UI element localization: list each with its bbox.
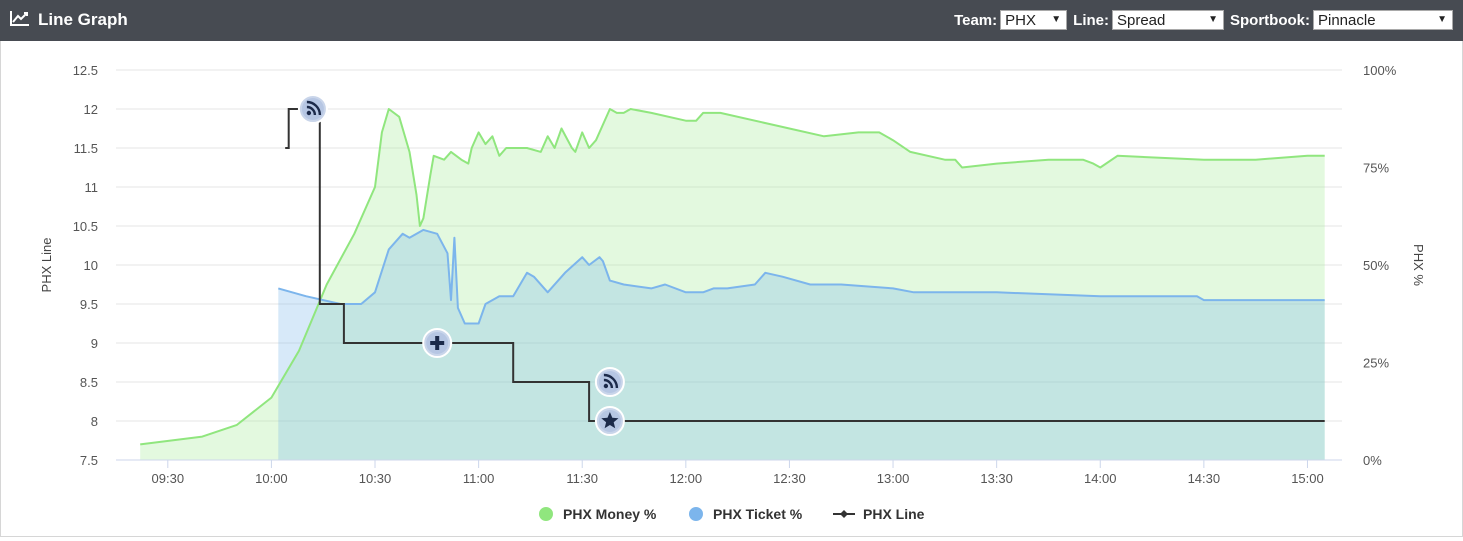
x-tick-label: 15:00	[1291, 471, 1324, 486]
money-series-area	[140, 109, 1325, 460]
money-series-line	[140, 108, 1325, 446]
plus-icon	[422, 328, 453, 358]
header-bar: Line Graph Team: PHX ▼ Line: Spread ▼ Sp…	[0, 0, 1463, 41]
series-areas	[140, 109, 1325, 460]
rss-icon	[594, 367, 625, 397]
chart-panel: 7.5 8 8.5 9 9.5 10 10.5 11 11.5 12 12.5 0% 25% 50% 75%…	[0, 41, 1463, 537]
y-right-axis-title: PHX %	[1411, 244, 1426, 286]
legend-diamond	[840, 510, 848, 518]
y-tick-label: 12.5	[73, 63, 98, 78]
team-select-value: PHX	[1005, 12, 1036, 29]
team-select[interactable]: PHX ▼	[1000, 10, 1068, 30]
x-tick-label: 12:00	[670, 471, 703, 486]
rss-dot	[306, 110, 312, 116]
y-tick-label: 9	[91, 336, 98, 351]
x-tick-label: 11:30	[566, 471, 598, 486]
sportbook-select-value: Pinnacle	[1318, 12, 1376, 29]
line-graph-chart: 7.5 8 8.5 9 9.5 10 10.5 11 11.5 12 12.5 0% 25% 50% 75%…	[39, 63, 1426, 522]
x-tick-label: 09:30	[152, 471, 185, 486]
x-tick-label: 12:30	[773, 471, 806, 486]
phx-line-series	[285, 108, 1325, 422]
page-title: Line Graph	[38, 10, 128, 29]
line-select[interactable]: Spread ▼	[1112, 10, 1224, 30]
plus-shape	[430, 336, 445, 350]
y-tick-label: 8.5	[80, 375, 98, 390]
chart-legend: PHX Money % PHX Ticket % PHX Line	[539, 506, 925, 522]
team-label: Team:	[954, 11, 998, 29]
y-right-tick-label: 100%	[1363, 63, 1397, 78]
chart-axes: 7.5 8 8.5 9 9.5 10 10.5 11 11.5 12 12.5 0% 25% 50% 75%…	[39, 63, 1426, 486]
y-right-tick-label: 75%	[1363, 161, 1389, 176]
ticket-series-line	[278, 228, 1325, 325]
x-tick-label: 10:00	[255, 471, 288, 486]
x-tick-label: 14:00	[1084, 471, 1117, 486]
event-markers	[297, 94, 625, 436]
chevron-down-icon: ▼	[1437, 14, 1447, 25]
sportbook-label: Sportbook:	[1230, 11, 1310, 29]
sportbook-select[interactable]: Pinnacle ▼	[1313, 10, 1453, 30]
star-shape	[601, 412, 619, 429]
rss-arc	[603, 378, 614, 389]
rss-arc	[306, 105, 317, 116]
x-tick-label: 11:00	[463, 471, 495, 486]
chevron-down-icon: ▼	[1051, 14, 1062, 25]
rss-arc	[306, 100, 322, 116]
y-axis-title: PHX Line	[39, 238, 54, 293]
y-right-tick-label: 0%	[1363, 453, 1382, 468]
y-right-tick-label: 25%	[1363, 356, 1389, 371]
line-select-value: Spread	[1117, 12, 1166, 29]
legend-label: PHX Money %	[563, 506, 657, 522]
title-group: Line Graph	[10, 9, 128, 31]
legend-label: PHX Line	[863, 506, 925, 522]
rss-dot	[603, 383, 609, 389]
filter-controls: Team: PHX ▼ Line: Spread ▼ Sportbook: Pi…	[948, 9, 1453, 31]
y-tick-label: 8	[91, 414, 98, 429]
y-tick-label: 11.5	[74, 141, 98, 156]
y-tick-label: 10.5	[73, 219, 98, 234]
ticket-series-area	[278, 229, 1325, 460]
y-right-tick-label: 50%	[1363, 258, 1389, 273]
y-tick-label: 10	[84, 258, 98, 273]
x-tick-label: 10:30	[359, 471, 392, 486]
legend-label: PHX Ticket %	[713, 506, 803, 522]
y-tick-label: 7.5	[80, 453, 98, 468]
x-tick-label: 13:30	[980, 471, 1013, 486]
x-tick-label: 14:30	[1188, 471, 1221, 486]
series-lines	[140, 108, 1325, 446]
legend-swatch	[689, 507, 703, 521]
rss-arc	[603, 373, 619, 389]
legend-swatch	[539, 507, 553, 521]
rss-icon	[297, 94, 328, 124]
y-tick-label: 12	[84, 102, 98, 117]
line-label: Line:	[1073, 11, 1109, 29]
chevron-down-icon: ▼	[1208, 14, 1218, 25]
y-tick-label: 11	[85, 180, 99, 195]
x-tick-label: 13:00	[877, 471, 910, 486]
line-chart-icon	[10, 10, 30, 31]
y-tick-label: 9.5	[80, 297, 98, 312]
star-icon	[594, 406, 625, 436]
